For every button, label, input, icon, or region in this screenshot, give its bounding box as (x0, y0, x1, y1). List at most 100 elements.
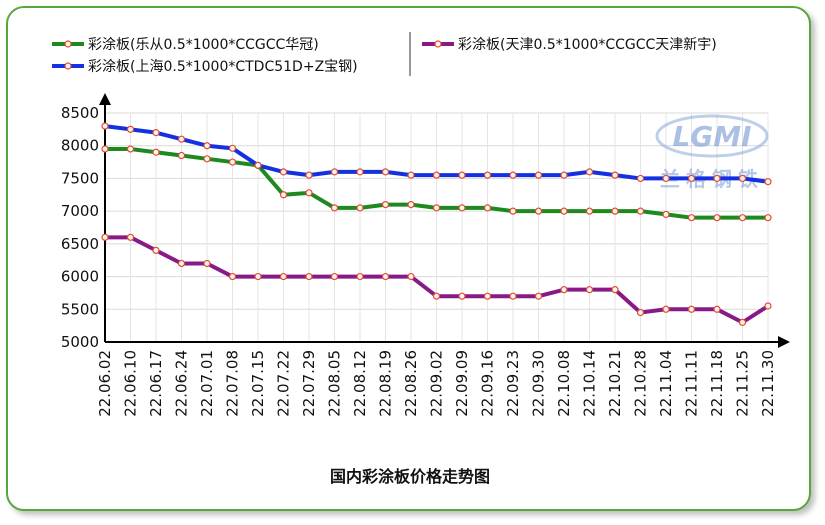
data-point (458, 171, 466, 179)
data-point (662, 174, 670, 183)
data-point (279, 191, 288, 199)
x-tick-label: 22.07.08 (224, 350, 242, 417)
x-tick-label: 22.06.02 (96, 350, 114, 417)
x-tick-label: 22.09.30 (530, 350, 548, 417)
data-point (152, 246, 160, 254)
x-tick-label: 22.10.14 (581, 350, 599, 417)
data-point (330, 168, 339, 176)
x-tick-label: 22.06.24 (173, 350, 191, 417)
data-point (126, 233, 135, 241)
data-point (534, 171, 543, 179)
x-tick-label: 22.06.17 (147, 350, 165, 417)
data-point (407, 201, 415, 209)
data-point (687, 174, 696, 183)
data-point (509, 292, 517, 300)
data-point (407, 171, 415, 179)
legend: 彩涂板(乐从0.5*1000*CCGCC华冠) 彩涂板(上海0.5*1000*CT… (52, 32, 717, 76)
data-point (738, 318, 747, 326)
data-point (764, 178, 772, 186)
data-point (152, 129, 160, 137)
data-point (254, 161, 262, 169)
chart-title: 国内彩涂板价格走势图 (330, 467, 490, 486)
data-point (228, 144, 237, 152)
data-point (483, 204, 492, 212)
data-point (611, 207, 619, 215)
data-point (305, 189, 313, 197)
data-point (254, 272, 262, 281)
data-point (713, 305, 721, 313)
x-tick-label: 22.11.25 (734, 350, 752, 417)
data-point (330, 204, 339, 212)
data-point (432, 171, 441, 179)
data-point (279, 272, 288, 281)
axes (99, 93, 790, 348)
y-tick-label: 5000 (61, 333, 99, 351)
x-tick-label: 22.11.30 (759, 350, 777, 417)
legend-label: 彩涂板(上海0.5*1000*CTDC51D+Z宝钢) (88, 59, 358, 75)
data-point (126, 145, 135, 153)
data-point (458, 292, 466, 300)
data-point (687, 214, 696, 222)
chart-frame (6, 6, 811, 511)
data-point (177, 135, 186, 143)
x-tick-label: 22.10.28 (632, 350, 650, 417)
data-point (662, 305, 670, 313)
data-point (611, 286, 619, 294)
data-point (228, 272, 237, 281)
data-point (228, 158, 237, 166)
data-point (203, 155, 211, 163)
x-tick-label: 22.11.18 (708, 350, 726, 417)
data-point (713, 174, 721, 183)
data-point (738, 174, 747, 183)
data-point (738, 214, 747, 222)
data-point (585, 207, 594, 215)
data-point (101, 122, 109, 130)
x-tick-label: 22.08.26 (402, 350, 420, 417)
data-point (509, 207, 517, 215)
data-point (458, 204, 466, 212)
data-point (381, 272, 390, 281)
data-point (203, 259, 211, 268)
x-tick-label: 22.06.10 (122, 350, 140, 417)
x-tick-label: 22.07.22 (275, 350, 293, 417)
data-point (764, 302, 772, 310)
x-tick-label: 22.09.23 (504, 350, 522, 417)
x-tick-label: 22.09.09 (453, 350, 471, 417)
data-point (356, 168, 364, 176)
x-tick-label: 22.07.15 (249, 350, 267, 417)
y-tick-label: 7500 (61, 169, 99, 187)
x-tick-label: 22.07.29 (300, 350, 318, 417)
data-point (585, 286, 594, 294)
y-tick-label: 6500 (61, 235, 99, 253)
x-tick-label: 22.07.01 (198, 350, 216, 417)
data-point (560, 286, 568, 294)
data-point (509, 171, 517, 179)
data-point (330, 272, 339, 281)
data-point (152, 148, 160, 156)
data-point (636, 174, 645, 183)
watermark-ellipse (655, 114, 769, 158)
watermark-text: LGMI (672, 120, 751, 153)
legend-marker (64, 40, 72, 48)
data-point (381, 201, 390, 209)
y-tick-label: 7000 (61, 202, 99, 220)
data-point (687, 305, 696, 313)
y-tick-label: 8500 (61, 104, 99, 122)
data-point (534, 292, 543, 300)
data-point (305, 272, 313, 281)
x-tick-label: 22.11.04 (657, 350, 675, 417)
x-tick-label: 22.10.08 (555, 350, 573, 417)
data-point (407, 272, 415, 281)
data-point (662, 210, 670, 219)
data-point (534, 207, 543, 215)
data-point (483, 292, 492, 300)
y-tick-labels: 5000 5500 6000 6500 7000 7500 8000 8500 (61, 104, 99, 351)
x-axis-arrow (778, 336, 790, 348)
data-point (356, 204, 364, 212)
x-tick-label: 22.08.12 (351, 350, 369, 417)
y-tick-label: 6000 (61, 268, 99, 286)
data-point (305, 171, 313, 179)
data-point (713, 214, 721, 222)
data-point (101, 233, 109, 241)
